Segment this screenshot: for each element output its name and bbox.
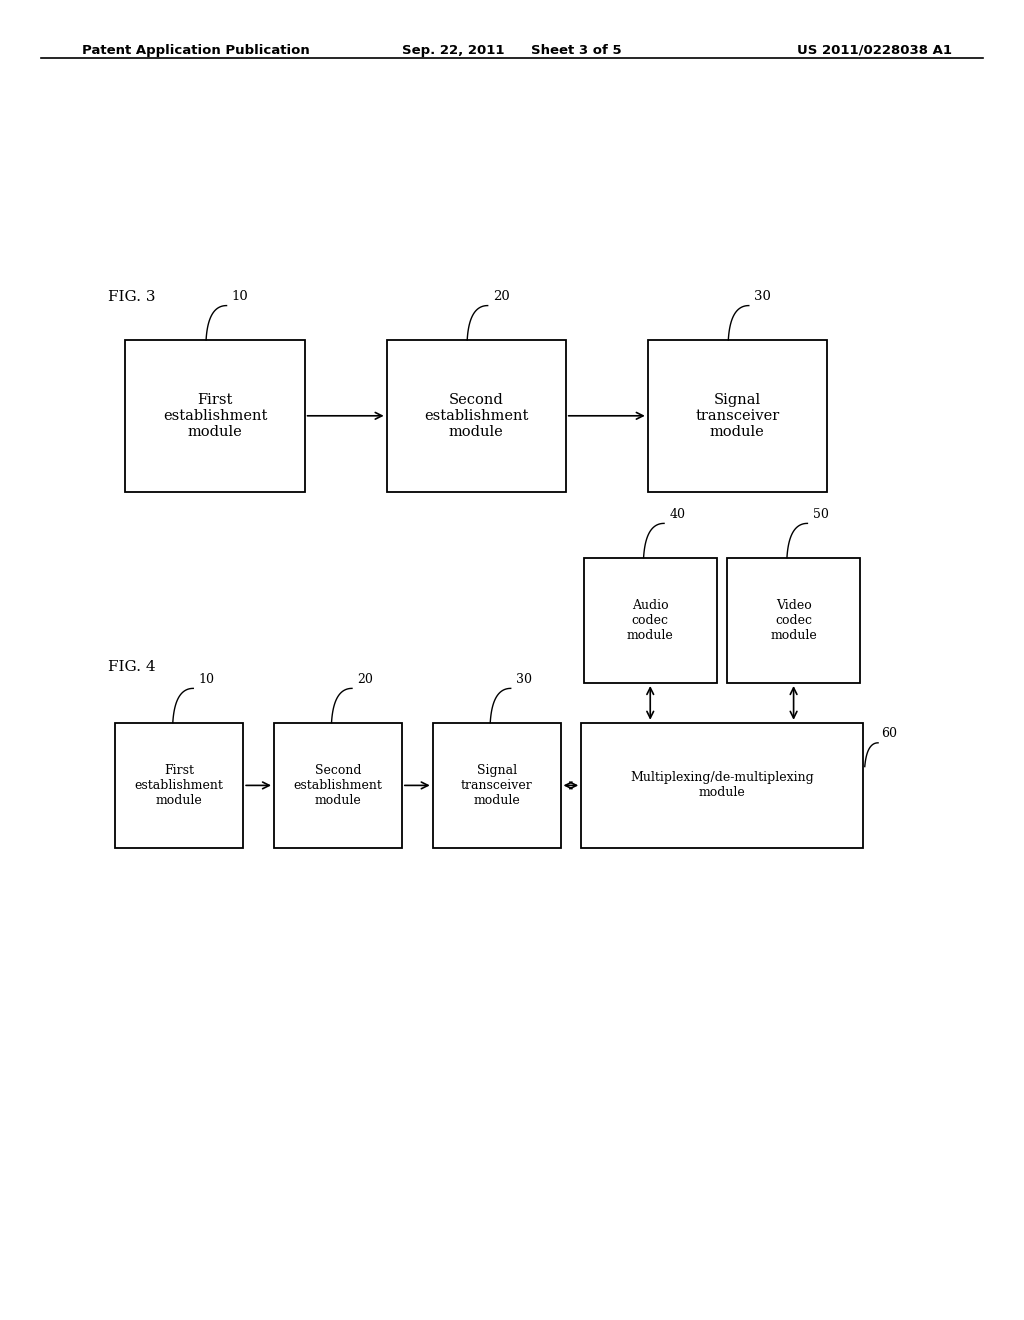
Text: 10: 10 <box>231 290 249 302</box>
Text: FIG. 4: FIG. 4 <box>108 660 156 673</box>
Text: 30: 30 <box>754 290 771 302</box>
Text: Signal
transceiver
module: Signal transceiver module <box>461 764 532 807</box>
Text: Second
establishment
module: Second establishment module <box>424 392 528 440</box>
Text: 20: 20 <box>357 673 373 685</box>
Text: 60: 60 <box>881 727 897 741</box>
Text: Patent Application Publication: Patent Application Publication <box>82 44 309 57</box>
Text: Multiplexing/de-multiplexing
module: Multiplexing/de-multiplexing module <box>630 771 814 800</box>
Bar <box>647 339 826 491</box>
Text: 30: 30 <box>516 673 531 685</box>
Text: Signal
transceiver
module: Signal transceiver module <box>695 392 779 440</box>
Text: Video
codec
module: Video codec module <box>770 599 817 642</box>
Bar <box>125 339 305 491</box>
Bar <box>727 557 860 682</box>
Text: First
establishment
module: First establishment module <box>135 764 223 807</box>
Text: 50: 50 <box>813 508 828 520</box>
Text: Sep. 22, 2011  Sheet 3 of 5: Sep. 22, 2011 Sheet 3 of 5 <box>402 44 622 57</box>
Text: 20: 20 <box>493 290 510 302</box>
Text: Audio
codec
module: Audio codec module <box>627 599 674 642</box>
Bar <box>584 557 717 682</box>
Bar <box>274 723 401 847</box>
Text: FIG. 3: FIG. 3 <box>108 290 155 304</box>
Bar <box>115 723 244 847</box>
Text: US 2011/0228038 A1: US 2011/0228038 A1 <box>798 44 952 57</box>
Text: 10: 10 <box>199 673 214 685</box>
Text: 40: 40 <box>670 508 685 520</box>
Text: Second
establishment
module: Second establishment module <box>294 764 382 807</box>
Bar <box>581 723 862 847</box>
Text: First
establishment
module: First establishment module <box>163 392 267 440</box>
Bar <box>432 723 561 847</box>
Bar <box>387 339 565 491</box>
